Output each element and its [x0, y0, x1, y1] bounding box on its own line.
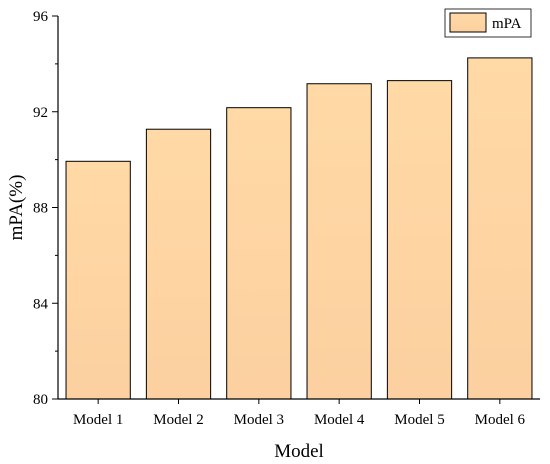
- legend: mPA: [444, 8, 532, 38]
- x-tick-label: Model 1: [73, 412, 123, 428]
- legend-swatch-mpa: [449, 12, 487, 33]
- bars-layer: [65, 57, 533, 400]
- bar-model-2: [145, 128, 212, 400]
- x-tick-label: Model 6: [475, 412, 526, 428]
- bar-model-4: [306, 83, 372, 400]
- x-tick-label: Model 4: [314, 412, 365, 428]
- y-tick-label: 96: [33, 9, 49, 25]
- y-axis-title: mPA(%): [6, 175, 27, 241]
- y-tick-label: 84: [33, 296, 49, 312]
- y-tick-label: 92: [33, 105, 48, 121]
- bar-model-6: [467, 57, 533, 400]
- bar-model-5: [386, 80, 453, 400]
- x-tick-label: Model 3: [234, 412, 284, 428]
- legend-label-mpa: mPA: [492, 16, 522, 32]
- bar-model-1: [65, 160, 131, 400]
- y-tick-label: 88: [33, 201, 48, 217]
- axes-layer: 80 84 88 92 96 Model 1 Model 2 Model 3 Model 4 Mo…: [33, 9, 540, 428]
- x-tick-label: Model 2: [153, 412, 203, 428]
- bar-model-3: [226, 107, 292, 400]
- y-tick-label: 80: [33, 392, 48, 408]
- x-tick-label: Model 5: [394, 412, 444, 428]
- x-axis-title: Model: [274, 441, 324, 462]
